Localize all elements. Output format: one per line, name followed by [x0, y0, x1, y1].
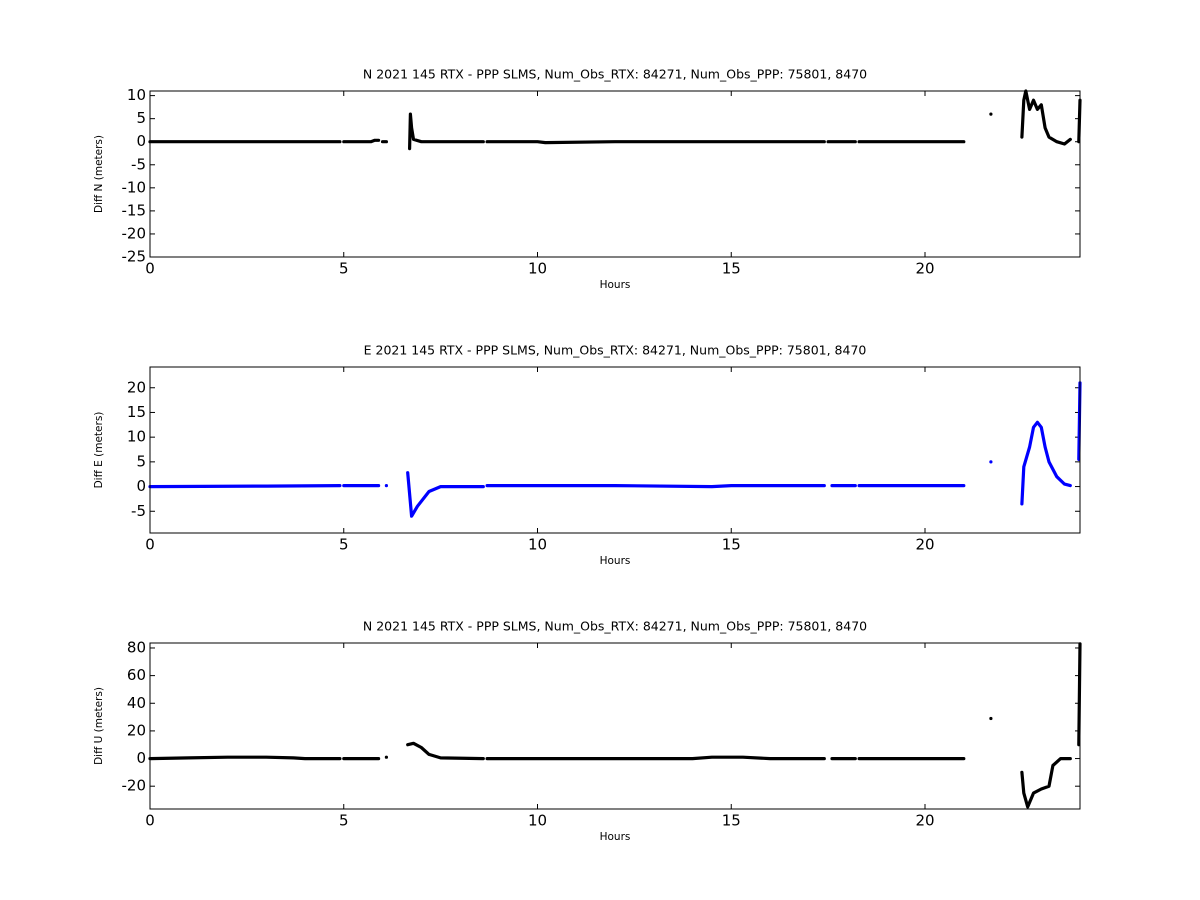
y-tick-label: 60	[127, 666, 146, 684]
y-tick-label: -20	[122, 777, 147, 795]
x-tick-label: 20	[915, 536, 934, 554]
y-tick-label: -5	[131, 155, 146, 173]
axes-frame	[149, 90, 1081, 258]
x-tick-label: 10	[528, 536, 547, 554]
y-tick-label: 20	[127, 378, 146, 396]
y-tick-label: 0	[136, 132, 146, 150]
y-tick-label: 5	[136, 452, 146, 470]
data-line	[148, 381, 1082, 518]
x-tick-label: 15	[722, 812, 741, 830]
y-axis-label: Diff N (meters)	[93, 135, 105, 213]
x-tick-label: 5	[339, 812, 349, 830]
x-tick-label: 5	[339, 260, 349, 278]
y-tick-label: -25	[122, 248, 147, 266]
x-axis-label: Hours	[600, 555, 631, 567]
y-axis-label: Diff U (meters)	[93, 687, 105, 765]
y-tick-label: 5	[136, 109, 146, 127]
x-axis-label: Hours	[600, 279, 631, 291]
x-tick-label: 0	[145, 536, 155, 554]
y-tick-label: 80	[127, 638, 146, 656]
x-tick-label: 0	[145, 812, 155, 830]
x-tick-label: 20	[915, 260, 934, 278]
x-tick-label: 10	[528, 812, 547, 830]
x-tick-label: 0	[145, 260, 155, 278]
x-tick-label: 15	[722, 536, 741, 554]
x-tick-label: 20	[915, 812, 934, 830]
y-tick-label: 10	[127, 428, 146, 446]
y-tick-label: 15	[127, 403, 146, 421]
chart-title: N 2021 145 RTX - PPP SLMS, Num_Obs_RTX: …	[363, 67, 867, 82]
x-tick-label: 5	[339, 536, 349, 554]
y-tick-label: -10	[122, 178, 147, 196]
y-tick-label: 20	[127, 721, 146, 739]
y-tick-label: 10	[127, 86, 146, 104]
data-line	[148, 89, 1082, 151]
y-tick-label: 0	[136, 477, 146, 495]
y-tick-label: -20	[122, 224, 147, 242]
y-tick-label: -5	[131, 502, 146, 520]
data-line	[148, 642, 1082, 809]
chart-title: N 2021 145 RTX - PPP SLMS, Num_Obs_RTX: …	[363, 619, 867, 634]
x-tick-label: 10	[528, 260, 547, 278]
x-tick-label: 15	[722, 260, 741, 278]
y-axis-label: Diff E (meters)	[93, 412, 105, 489]
x-axis-label: Hours	[600, 831, 631, 843]
chart-title: E 2021 145 RTX - PPP SLMS, Num_Obs_RTX: …	[364, 343, 867, 358]
y-tick-label: -15	[122, 201, 147, 219]
y-tick-label: 0	[136, 749, 146, 767]
axes-frame	[149, 642, 1081, 810]
axes-frame	[149, 366, 1081, 534]
y-tick-label: 40	[127, 694, 146, 712]
